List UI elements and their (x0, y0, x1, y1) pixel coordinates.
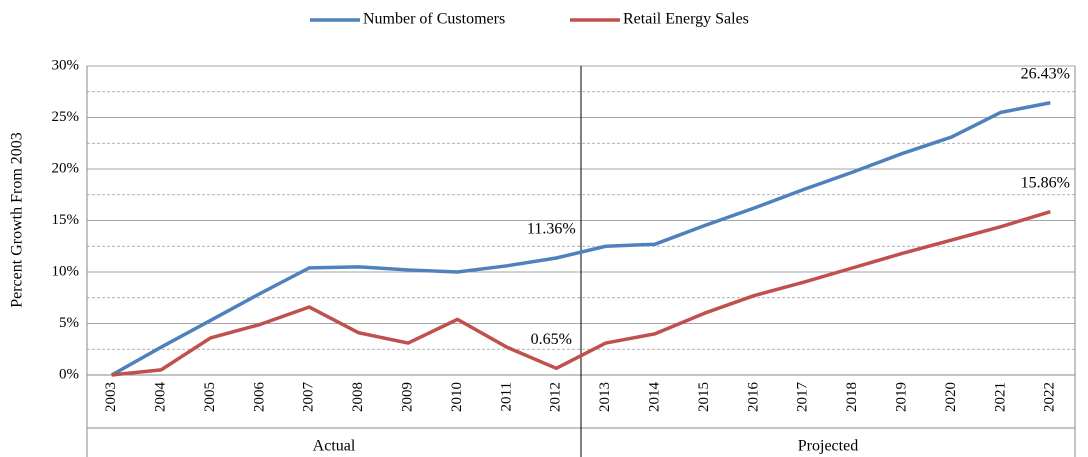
series-line (111, 209, 1051, 377)
x-tick-label: 2018 (844, 382, 860, 412)
y-tick-label: 15% (52, 212, 80, 228)
x-tick-label: 2013 (597, 382, 613, 412)
x-tick-label: 2012 (548, 382, 564, 412)
y-tick-label: 30% (52, 57, 80, 73)
x-tick-label: 2022 (1042, 382, 1058, 412)
y-axis-label: Percent Growth From 2003 (9, 132, 26, 308)
y-tick-label: 10% (52, 263, 80, 279)
group-label: Projected (798, 438, 858, 455)
legend-label: Retail Energy Sales (623, 11, 749, 28)
x-tick-label: 2008 (350, 382, 366, 412)
x-tick-label: 2014 (647, 382, 663, 413)
y-tick-label: 25% (52, 109, 80, 125)
x-tick-label: 2011 (498, 382, 514, 411)
x-tick-label: 2004 (153, 382, 169, 413)
x-tick-label: 2010 (449, 382, 465, 412)
data-label: 0.65% (531, 331, 572, 348)
data-label: 26.43% (1021, 65, 1070, 82)
group-label: Actual (313, 438, 356, 455)
x-tick-label: 2006 (251, 382, 267, 413)
data-label: 15.86% (1021, 174, 1070, 191)
data-label: 11.36% (527, 221, 576, 238)
x-tick-label: 2019 (894, 382, 910, 412)
y-tick-label: 20% (52, 160, 80, 176)
x-tick-label: 2017 (795, 382, 811, 413)
x-tick-label: 2007 (301, 382, 317, 413)
x-tick-label: 2016 (745, 382, 761, 413)
x-tick-label: 2003 (103, 382, 119, 412)
y-tick-label: 0% (59, 366, 79, 382)
x-tick-label: 2005 (202, 382, 218, 412)
y-tick-label: 5% (59, 315, 79, 331)
x-tick-label: 2015 (696, 382, 712, 412)
series-line (110, 101, 1051, 377)
x-tick-label: 2009 (400, 382, 416, 412)
x-tick-label: 2020 (943, 382, 959, 412)
x-tick-label: 2021 (992, 382, 1008, 412)
legend-label: Number of Customers (363, 11, 505, 28)
